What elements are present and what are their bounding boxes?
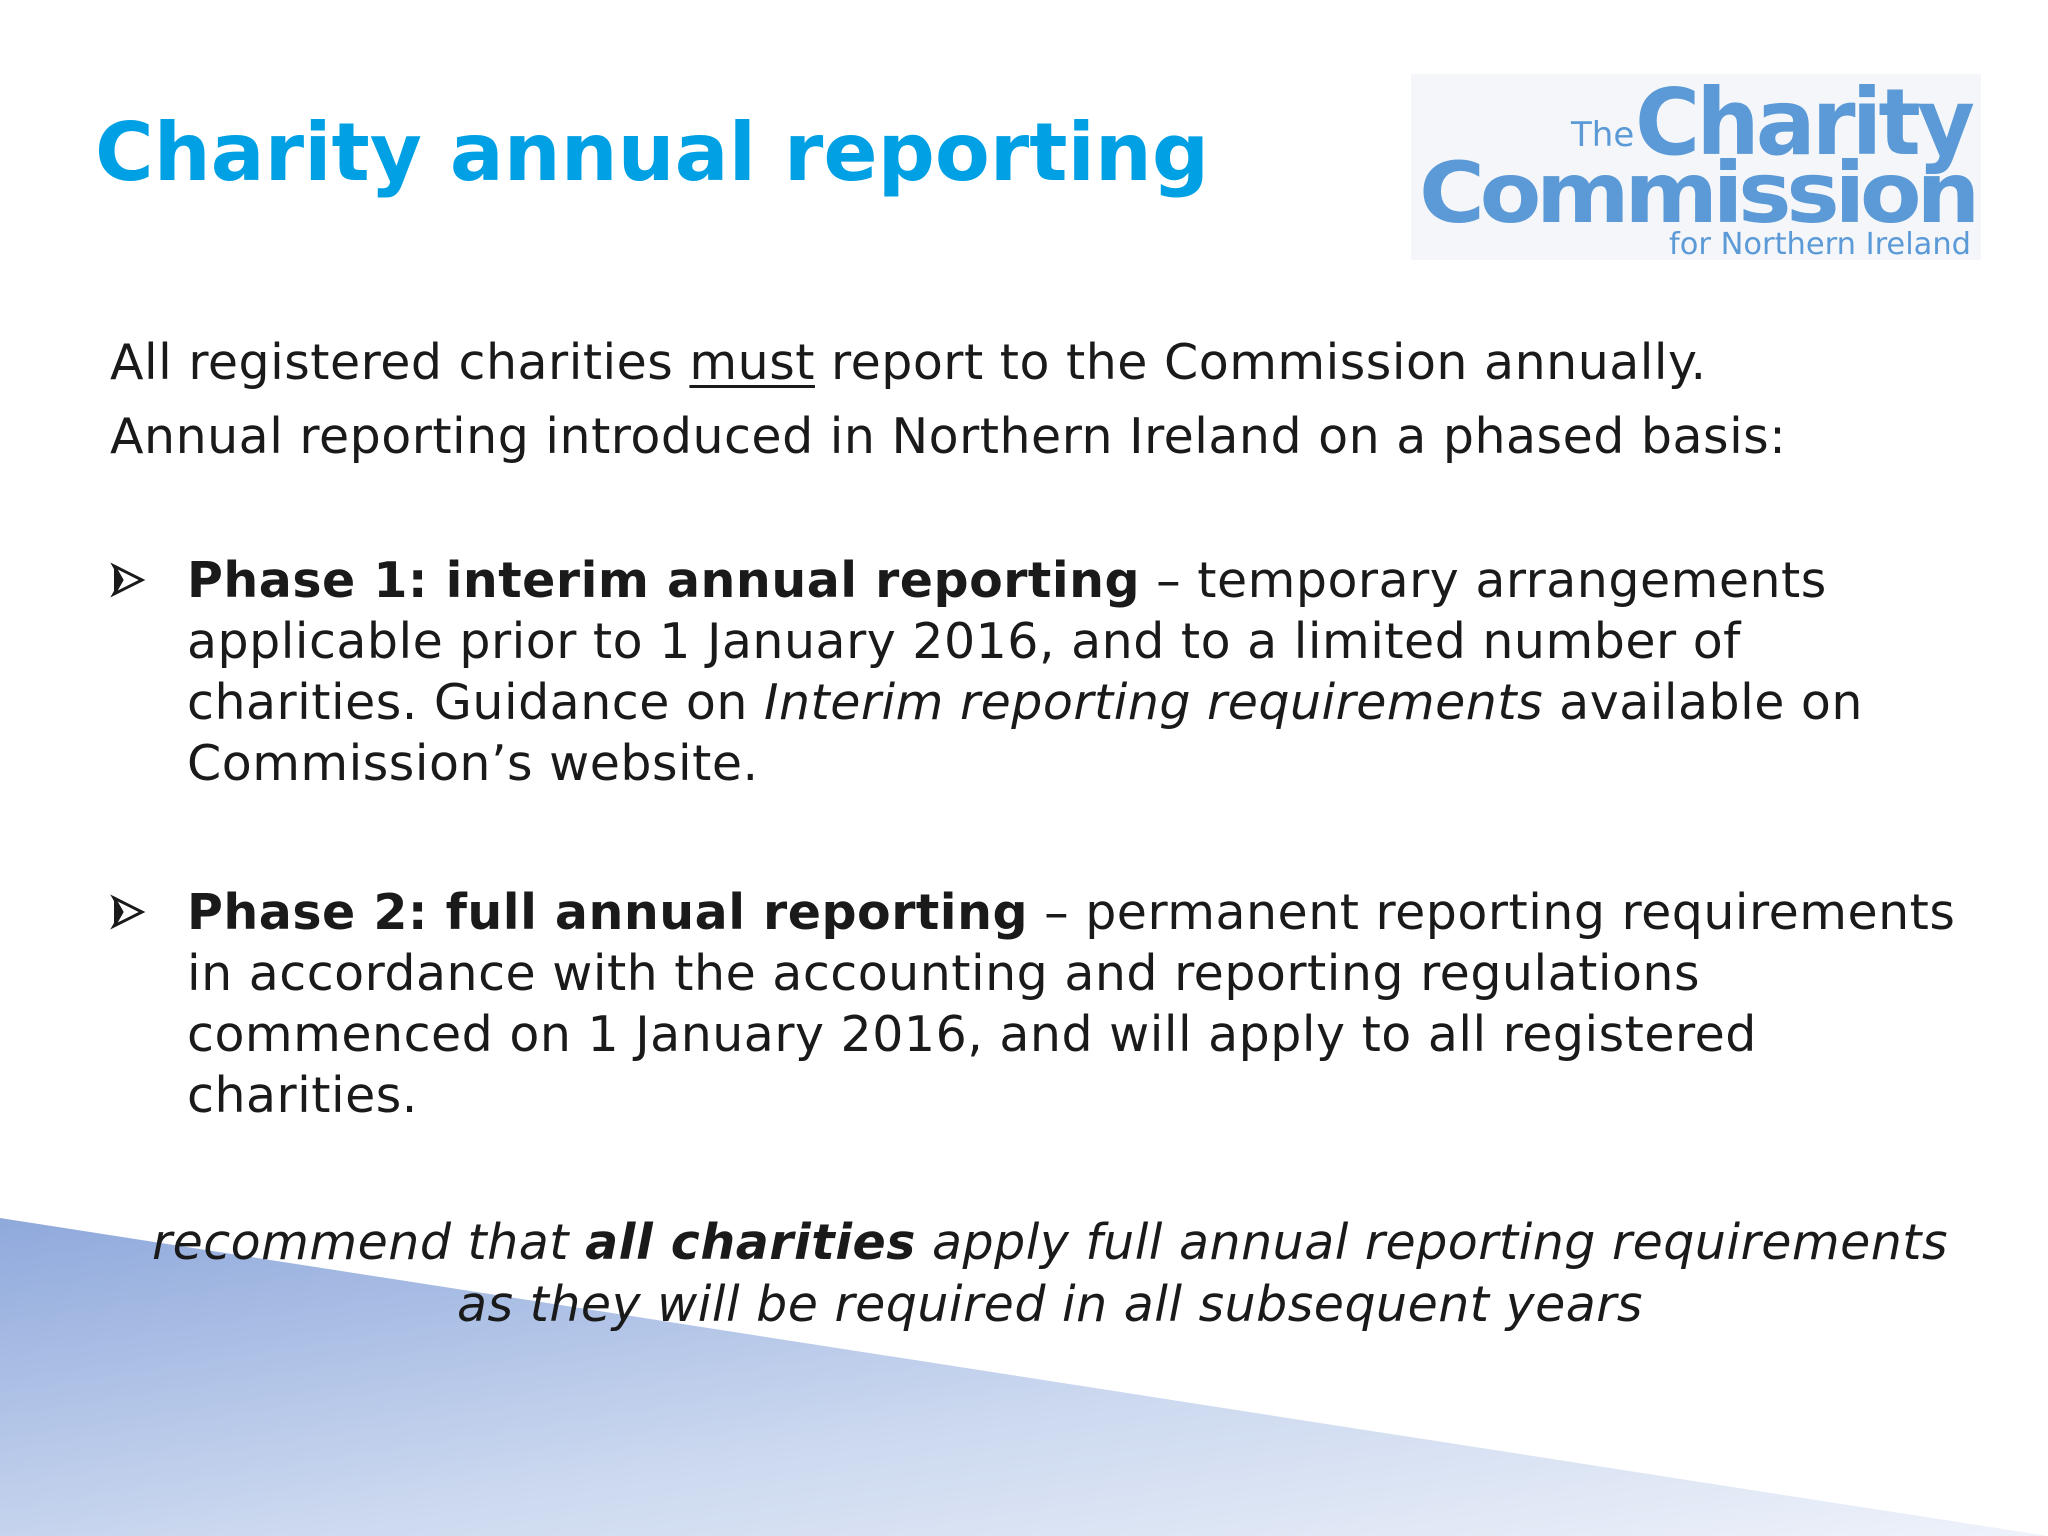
intro-line-2: Annual reporting introduced in Northern … <box>110 408 1787 465</box>
page-title: Charity annual reporting <box>95 106 1210 199</box>
intro-text: All registered charities must report to … <box>110 326 1970 474</box>
recommendation-line-1: recommend that all charities apply full … <box>100 1212 2000 1274</box>
logo-the: The <box>1570 115 1634 155</box>
recommendation-start: recommend that <box>151 1214 586 1271</box>
bullet-phase-1-body: – temporary arrangements applicable prio… <box>187 552 1827 731</box>
charity-commission-logo: The Charity Commission for Northern Irel… <box>1411 74 1981 260</box>
guidance-title: Interim reporting requirements <box>764 674 1544 731</box>
bullet-phase-1-heading: Phase 1: interim annual reporting <box>187 552 1141 609</box>
bullet-phase-1: Phase 1: interim annual reporting – temp… <box>110 550 1970 794</box>
intro-line-1-end: report to the Commission annually. <box>814 334 1707 391</box>
bullet-phase-2: Phase 2: full annual reporting – permane… <box>110 882 1970 1126</box>
arrowhead-bullet-icon <box>110 562 146 598</box>
bullet-phase-2-text: Phase 2: full annual reporting – permane… <box>187 882 1970 1126</box>
logo-commission: Commission <box>1419 144 1975 242</box>
logo-charity: Charity <box>1635 74 1974 176</box>
recommendation-emphasis: all charities <box>585 1214 916 1271</box>
logo-subtitle: for Northern Ireland <box>1669 227 1971 260</box>
bullet-phase-2-body: – permanent reporting requirements in ac… <box>187 884 1956 1124</box>
arrowhead-bullet-icon <box>110 894 146 930</box>
bullet-phase-1-end: available on Commission’s website. <box>187 674 1863 792</box>
recommendation: recommend that all charities apply full … <box>100 1212 2000 1336</box>
bullet-phase-2-heading: Phase 2: full annual reporting <box>187 884 1029 941</box>
recommendation-end: apply full annual reporting requirements <box>915 1214 1949 1271</box>
recommendation-line-2: as they will be required in all subseque… <box>457 1276 1643 1333</box>
intro-emphasis-must: must <box>689 334 815 391</box>
intro-line-1: All registered charities must report to … <box>110 326 1970 400</box>
bullet-phase-1-text: Phase 1: interim annual reporting – temp… <box>187 550 1970 794</box>
intro-line-1-start: All registered charities <box>110 334 690 391</box>
